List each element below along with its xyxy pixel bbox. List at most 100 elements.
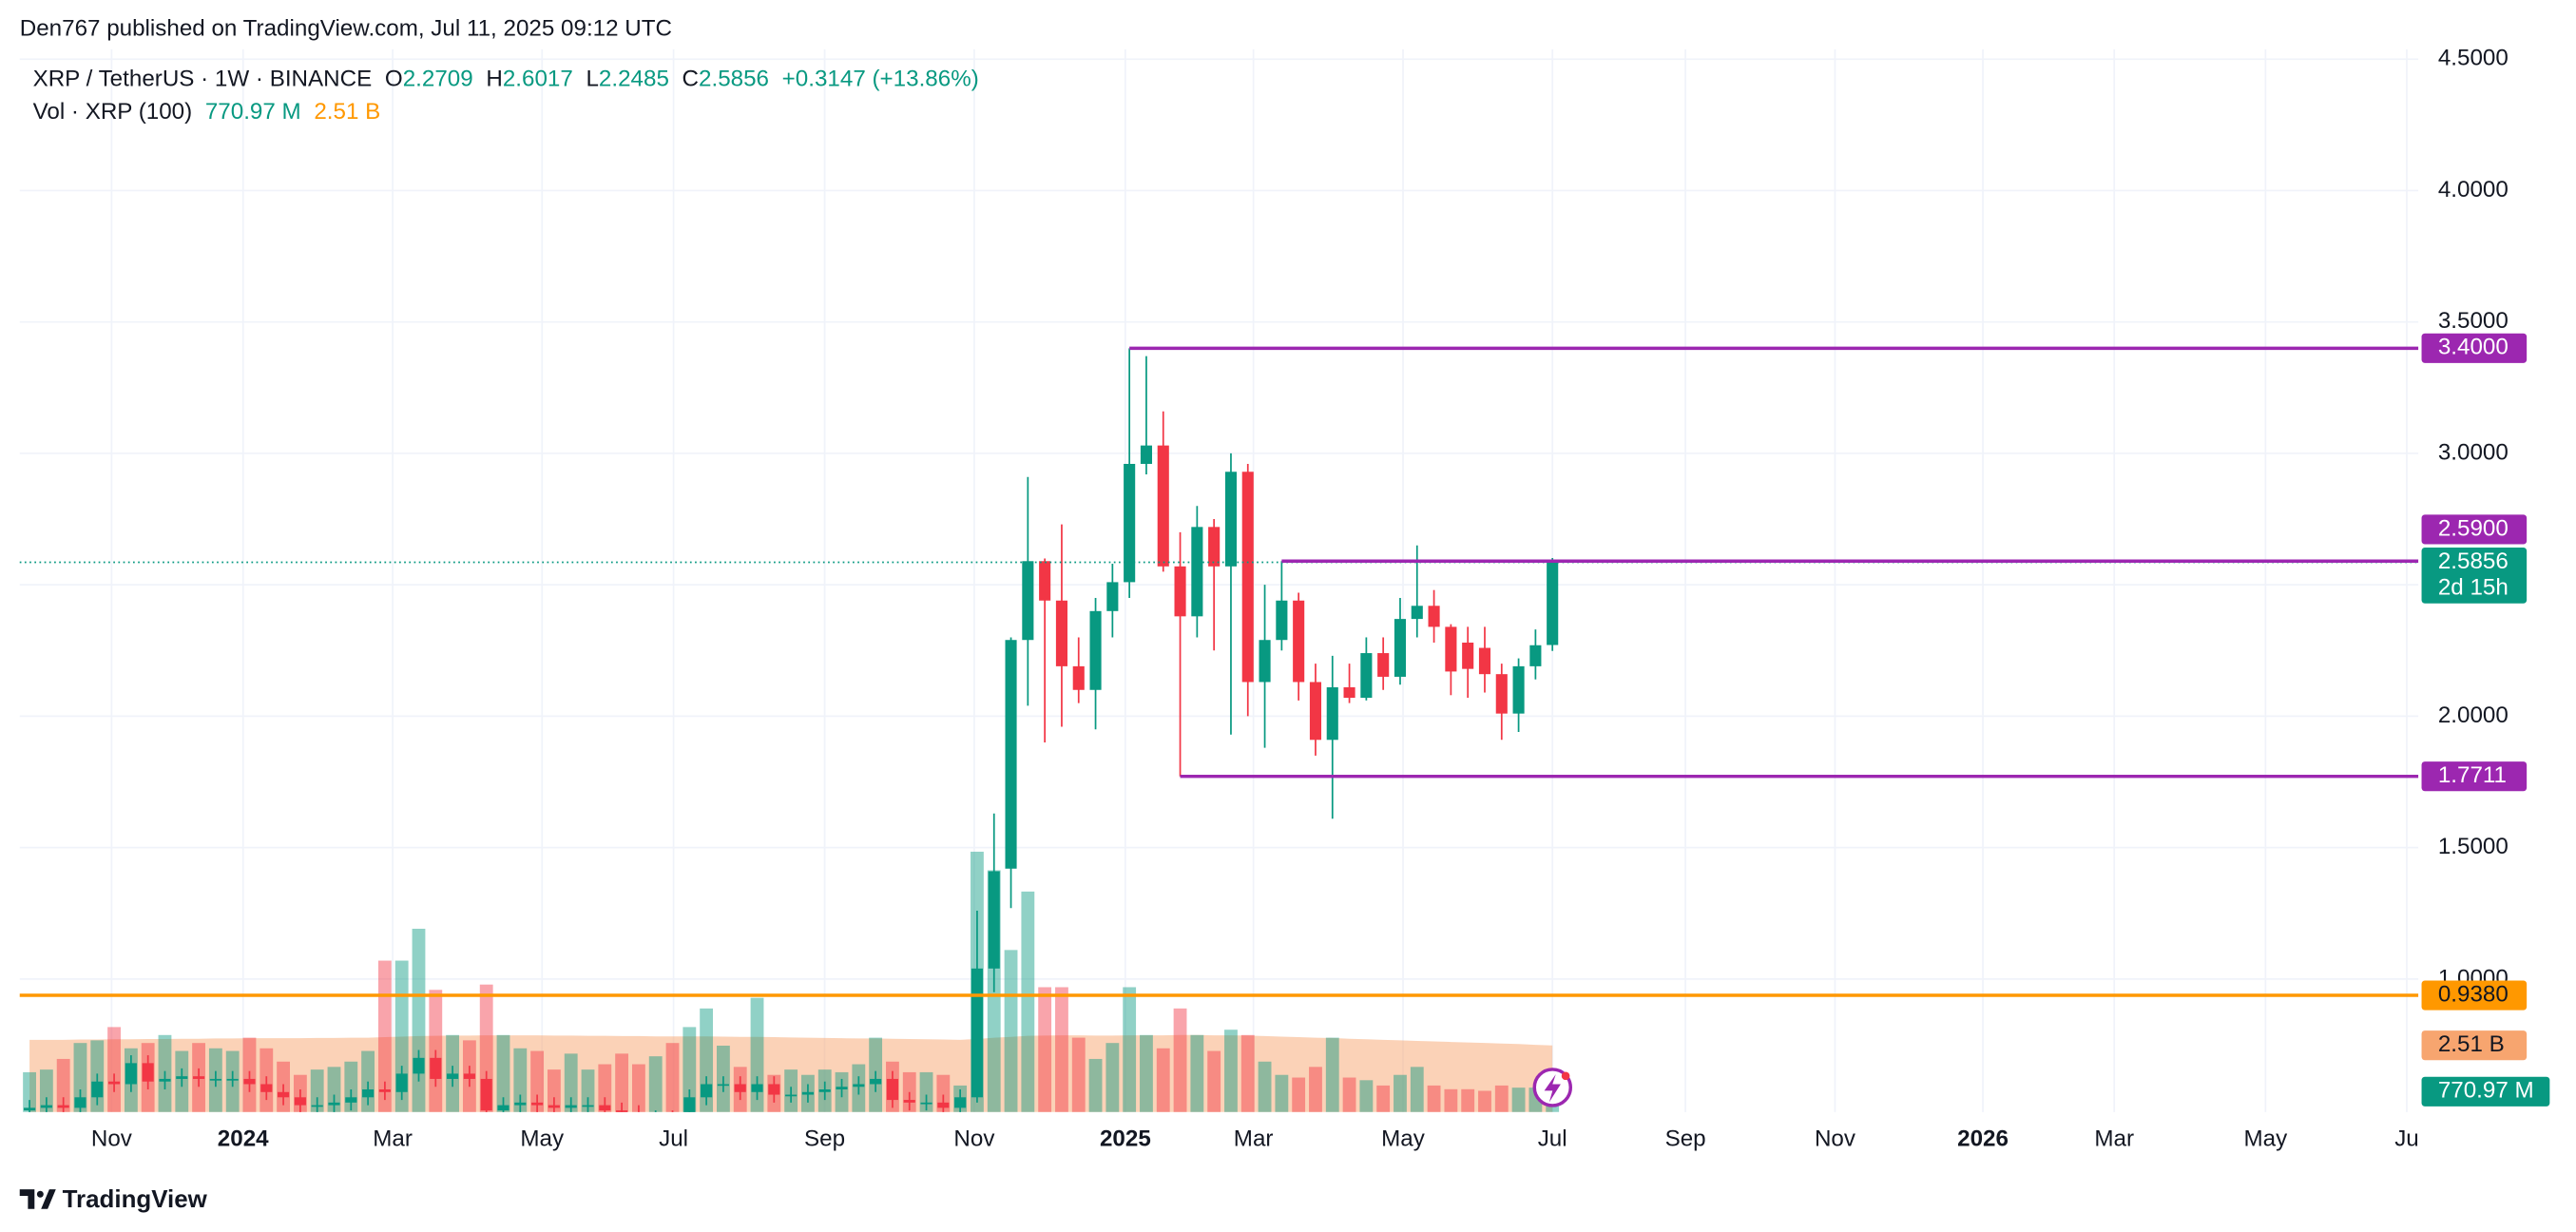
close-key: C [682, 67, 699, 92]
last-price-label: 2.5856 [2438, 549, 2509, 574]
last-price-box [2421, 547, 2528, 604]
candle-body [57, 1105, 69, 1108]
candle-body [616, 1110, 628, 1112]
volume-bar [513, 1048, 528, 1112]
volume-bar [310, 1069, 324, 1112]
level-box [2421, 514, 2528, 545]
brand-logo [19, 1189, 56, 1209]
candle-body [971, 968, 983, 1098]
candle-body [988, 871, 1000, 969]
candle-body [1022, 561, 1034, 641]
volume-bar [1410, 1067, 1424, 1112]
volume-bar [648, 1056, 663, 1112]
replay-icon[interactable] [1532, 1068, 1572, 1107]
candle-body [1106, 582, 1119, 611]
volume-bar [1461, 1088, 1475, 1112]
volume-ma-area [29, 1034, 1553, 1112]
volume-bar [1021, 891, 1035, 1112]
candle-body [209, 1078, 221, 1081]
candle-body [74, 1097, 87, 1108]
candle-body [1343, 686, 1355, 699]
grid [19, 48, 2419, 1112]
candle-body [193, 1076, 205, 1079]
candle-body [1360, 653, 1373, 699]
volume-bar [107, 1027, 121, 1112]
icon-bolt[interactable] [1544, 1074, 1561, 1103]
candle-body [1276, 600, 1288, 641]
candle-body [701, 1084, 713, 1098]
volume-bar [750, 997, 764, 1112]
volume-bar [1240, 1034, 1255, 1112]
candle-body [836, 1087, 848, 1090]
volume-bar [632, 1064, 645, 1112]
candle-body [395, 1073, 408, 1092]
candle-body [870, 1078, 882, 1085]
candle-body [1055, 600, 1067, 666]
candle-body [328, 1102, 340, 1106]
candle-body [1394, 619, 1407, 677]
candle-body [514, 1102, 527, 1106]
brand: TradingView [19, 1186, 208, 1213]
x-tick-label: Mar [373, 1126, 413, 1152]
volume-ma-value: 2.51 B [314, 100, 380, 125]
volume-bar [56, 1058, 70, 1112]
volume-bar [327, 1067, 341, 1112]
candle-body [24, 1107, 36, 1111]
brand-name: TradingView [63, 1186, 208, 1213]
candle-body [108, 1081, 121, 1085]
candle-body [1445, 626, 1457, 672]
volume-bar [1309, 1067, 1322, 1112]
candle-body [362, 1089, 375, 1098]
candle-body [497, 1105, 509, 1111]
candle-body [1124, 463, 1136, 583]
volume-bar [73, 1043, 87, 1112]
x-tick-label: Nov [1815, 1126, 1856, 1152]
open-key: O [385, 67, 403, 92]
volume-bar [1071, 1037, 1086, 1112]
brand-logo-dot [36, 1190, 44, 1198]
candle-body [1224, 472, 1238, 567]
volume-bar [412, 928, 426, 1112]
y-tick-label: 4.5000 [2438, 46, 2509, 71]
candle-body [278, 1091, 290, 1098]
x-tick-label: Mar [2094, 1126, 2134, 1152]
volume-bar [1004, 950, 1018, 1112]
x-tick-label: May [520, 1126, 565, 1152]
candle-body [1293, 600, 1305, 683]
candle-body [937, 1102, 950, 1108]
level-label: 2.5900 [2438, 515, 2509, 541]
open-value: 2.2709 [403, 67, 473, 92]
volume-bar [1342, 1077, 1356, 1112]
candle-body [311, 1105, 323, 1107]
candle-body [1039, 561, 1051, 601]
candle-body [531, 1102, 544, 1106]
low-value: 2.2485 [599, 67, 669, 92]
candle-body [903, 1100, 915, 1103]
level-label: 1.7711 [2438, 762, 2507, 788]
volume-bar [665, 1043, 680, 1112]
volume-bar [1038, 987, 1052, 1112]
candle-body [480, 1078, 492, 1111]
candle-body [413, 1057, 425, 1074]
candle-body [1157, 445, 1169, 567]
volume-bar [1123, 987, 1137, 1112]
volume-title: Vol · XRP (100) [33, 100, 193, 125]
low-key: L [586, 67, 598, 92]
icon-dot[interactable] [1561, 1071, 1570, 1081]
candle-body [717, 1084, 729, 1087]
high-value: 2.6017 [503, 67, 573, 92]
candle-body [1309, 682, 1322, 741]
high-key: H [486, 67, 502, 92]
candle-body [447, 1073, 459, 1079]
x-tick-label: Jul [659, 1126, 688, 1152]
volume-bar [530, 1050, 545, 1112]
volume-bar [1275, 1074, 1289, 1112]
candle-body [785, 1094, 798, 1097]
candle-body [463, 1073, 475, 1079]
candle-body [1259, 640, 1271, 683]
countdown-label: 2d 15h [2438, 575, 2509, 601]
y-tick-label: 4.0000 [2438, 177, 2509, 202]
candle-body [1326, 686, 1338, 741]
y-tick-label: 3.5000 [2438, 308, 2509, 334]
